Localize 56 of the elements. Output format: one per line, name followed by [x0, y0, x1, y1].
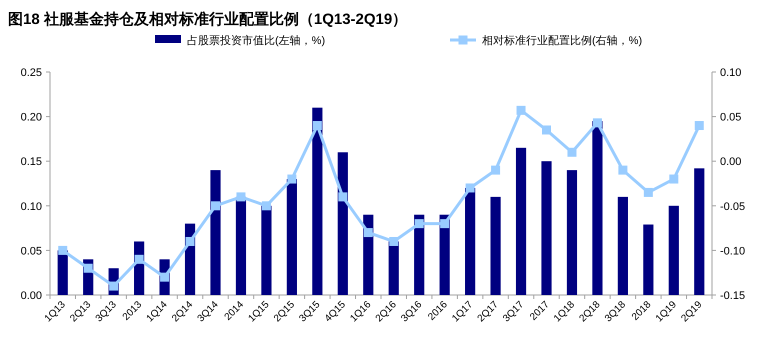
point [58, 246, 68, 255]
bar [643, 224, 654, 295]
y-tick-label: 0.05 [20, 245, 42, 258]
bar [694, 168, 704, 295]
point [542, 125, 551, 134]
point [287, 174, 296, 184]
y2-tick-label: -0.10 [720, 245, 746, 258]
bar [388, 241, 399, 295]
point [262, 201, 271, 210]
point [644, 188, 653, 197]
point [134, 254, 144, 264]
y-tick-label: 0.10 [20, 200, 42, 213]
point [618, 166, 628, 175]
y2-tick-label: 0.05 [720, 112, 742, 124]
point [694, 121, 704, 130]
bar [592, 121, 603, 295]
bar [490, 196, 501, 295]
point [211, 201, 220, 210]
point [567, 148, 576, 157]
bar [668, 206, 679, 295]
bar [210, 170, 221, 295]
bar [618, 196, 628, 295]
point [84, 264, 93, 273]
point [338, 192, 348, 202]
point [389, 236, 398, 246]
bar [286, 179, 297, 295]
point [592, 118, 602, 128]
point [669, 174, 678, 184]
point [236, 192, 246, 202]
point [364, 228, 373, 238]
point [312, 121, 322, 130]
bar [541, 161, 552, 295]
point [414, 219, 424, 228]
y2-tick-label: -0.05 [720, 200, 746, 213]
legend-label: 相对标准行业配置比例(右轴，%) [482, 34, 642, 47]
point [186, 236, 195, 246]
y-tick-label: 0.20 [20, 112, 42, 124]
y-tick-label: 0.00 [20, 290, 42, 302]
y2-tick-label: -0.15 [720, 290, 746, 302]
bar [261, 206, 272, 295]
y2-tick-label: 0.00 [720, 156, 742, 168]
point [440, 219, 450, 228]
point [516, 106, 526, 115]
chart-title: 图18 社服基金持仓及相对标准行业配置比例（1Q13-2Q19） [8, 11, 408, 28]
y-tick-label: 0.15 [20, 156, 42, 168]
bar [465, 188, 476, 295]
bar [338, 152, 348, 295]
y2-tick-label: 0.10 [720, 67, 742, 79]
bar [516, 148, 526, 295]
point [491, 166, 500, 175]
bar [58, 250, 68, 295]
y-tick-label: 0.25 [20, 67, 42, 79]
bar [312, 108, 322, 295]
point [466, 183, 475, 192]
bar [566, 170, 578, 295]
legend-label: 占股票投资市值比(左轴，%) [187, 34, 326, 47]
